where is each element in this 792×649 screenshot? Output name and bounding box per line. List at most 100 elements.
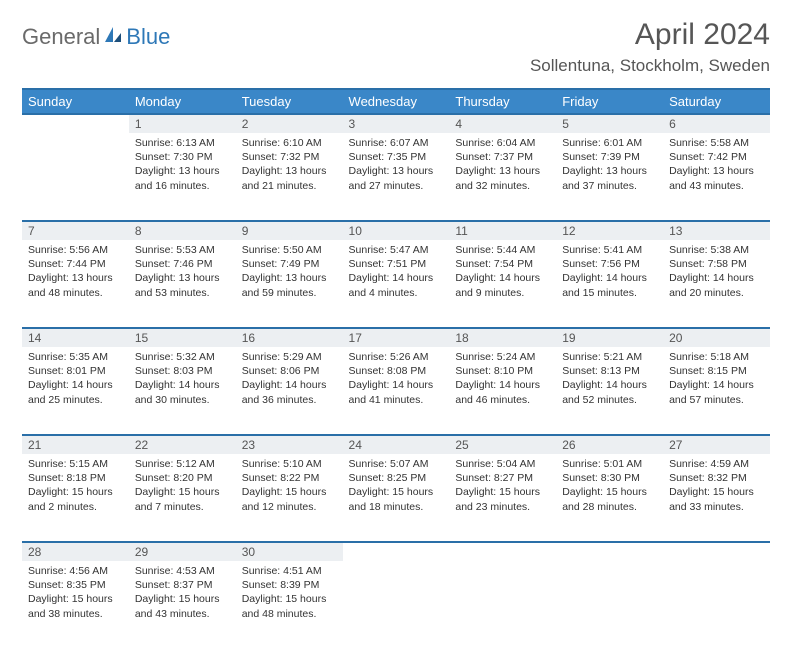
content-row: Sunrise: 5:35 AMSunset: 8:01 PMDaylight:… (22, 347, 770, 435)
day-number-cell (343, 542, 450, 561)
day-cell: Sunrise: 5:12 AMSunset: 8:20 PMDaylight:… (129, 454, 236, 542)
day-cell: Sunrise: 5:10 AMSunset: 8:22 PMDaylight:… (236, 454, 343, 542)
sunset-text: Sunset: 8:27 PM (455, 471, 550, 485)
location-text: Sollentuna, Stockholm, Sweden (530, 56, 770, 76)
sunset-text: Sunset: 7:32 PM (242, 150, 337, 164)
day-cell: Sunrise: 5:56 AMSunset: 7:44 PMDaylight:… (22, 240, 129, 328)
day-cell: Sunrise: 5:29 AMSunset: 8:06 PMDaylight:… (236, 347, 343, 435)
day-number-cell: 16 (236, 328, 343, 347)
sunrise-text: Sunrise: 5:15 AM (28, 457, 123, 471)
day-cell: Sunrise: 4:56 AMSunset: 8:35 PMDaylight:… (22, 561, 129, 649)
day-header-row: Sunday Monday Tuesday Wednesday Thursday… (22, 89, 770, 114)
day2-text: and 25 minutes. (28, 393, 123, 407)
day-number-cell: 23 (236, 435, 343, 454)
day-number-cell: 12 (556, 221, 663, 240)
sunset-text: Sunset: 8:13 PM (562, 364, 657, 378)
sunrise-text: Sunrise: 5:47 AM (349, 243, 444, 257)
sunset-text: Sunset: 7:35 PM (349, 150, 444, 164)
page-header: General Blue April 2024 Sollentuna, Stoc… (22, 18, 770, 76)
day1-text: Daylight: 14 hours (349, 378, 444, 392)
day-header: Wednesday (343, 89, 450, 114)
day-number-cell: 1 (129, 114, 236, 133)
day2-text: and 52 minutes. (562, 393, 657, 407)
sunset-text: Sunset: 8:03 PM (135, 364, 230, 378)
sunset-text: Sunset: 7:56 PM (562, 257, 657, 271)
content-row: Sunrise: 5:15 AMSunset: 8:18 PMDaylight:… (22, 454, 770, 542)
day-cell: Sunrise: 5:32 AMSunset: 8:03 PMDaylight:… (129, 347, 236, 435)
sunrise-text: Sunrise: 5:04 AM (455, 457, 550, 471)
day2-text: and 27 minutes. (349, 179, 444, 193)
day2-text: and 53 minutes. (135, 286, 230, 300)
sunrise-text: Sunrise: 6:04 AM (455, 136, 550, 150)
day-number-cell: 26 (556, 435, 663, 454)
sunset-text: Sunset: 8:30 PM (562, 471, 657, 485)
sunset-text: Sunset: 8:06 PM (242, 364, 337, 378)
day2-text: and 36 minutes. (242, 393, 337, 407)
day2-text: and 48 minutes. (242, 607, 337, 621)
day-number-cell: 25 (449, 435, 556, 454)
day1-text: Daylight: 14 hours (28, 378, 123, 392)
sunrise-text: Sunrise: 4:51 AM (242, 564, 337, 578)
sunrise-text: Sunrise: 5:29 AM (242, 350, 337, 364)
day-number-cell: 15 (129, 328, 236, 347)
daynum-row: 123456 (22, 114, 770, 133)
day-cell: Sunrise: 6:13 AMSunset: 7:30 PMDaylight:… (129, 133, 236, 221)
sunrise-text: Sunrise: 5:56 AM (28, 243, 123, 257)
sunrise-text: Sunrise: 5:35 AM (28, 350, 123, 364)
day1-text: Daylight: 15 hours (562, 485, 657, 499)
day1-text: Daylight: 15 hours (28, 485, 123, 499)
day2-text: and 2 minutes. (28, 500, 123, 514)
sunset-text: Sunset: 8:32 PM (669, 471, 764, 485)
sunset-text: Sunset: 8:01 PM (28, 364, 123, 378)
day2-text: and 43 minutes. (669, 179, 764, 193)
day1-text: Daylight: 13 hours (562, 164, 657, 178)
day-number-cell: 2 (236, 114, 343, 133)
day-number-cell: 27 (663, 435, 770, 454)
day2-text: and 16 minutes. (135, 179, 230, 193)
day2-text: and 4 minutes. (349, 286, 444, 300)
day1-text: Daylight: 15 hours (28, 592, 123, 606)
day1-text: Daylight: 14 hours (242, 378, 337, 392)
day1-text: Daylight: 15 hours (669, 485, 764, 499)
day2-text: and 18 minutes. (349, 500, 444, 514)
sunset-text: Sunset: 8:18 PM (28, 471, 123, 485)
sunrise-text: Sunrise: 5:41 AM (562, 243, 657, 257)
sunrise-text: Sunrise: 5:24 AM (455, 350, 550, 364)
brand-sail-icon (103, 25, 123, 50)
sunset-text: Sunset: 8:37 PM (135, 578, 230, 592)
day-header: Sunday (22, 89, 129, 114)
daynum-row: 78910111213 (22, 221, 770, 240)
day-number-cell: 30 (236, 542, 343, 561)
sunrise-text: Sunrise: 5:12 AM (135, 457, 230, 471)
sunrise-text: Sunrise: 5:38 AM (669, 243, 764, 257)
day-cell: Sunrise: 5:50 AMSunset: 7:49 PMDaylight:… (236, 240, 343, 328)
day-number-cell: 10 (343, 221, 450, 240)
day-cell: Sunrise: 5:26 AMSunset: 8:08 PMDaylight:… (343, 347, 450, 435)
sunset-text: Sunset: 7:44 PM (28, 257, 123, 271)
daynum-row: 282930 (22, 542, 770, 561)
sunset-text: Sunset: 8:25 PM (349, 471, 444, 485)
sunrise-text: Sunrise: 6:13 AM (135, 136, 230, 150)
day-number-cell: 3 (343, 114, 450, 133)
day1-text: Daylight: 13 hours (28, 271, 123, 285)
day2-text: and 23 minutes. (455, 500, 550, 514)
day1-text: Daylight: 15 hours (135, 592, 230, 606)
day-cell: Sunrise: 5:53 AMSunset: 7:46 PMDaylight:… (129, 240, 236, 328)
day2-text: and 41 minutes. (349, 393, 444, 407)
brand-part2: Blue (126, 24, 170, 50)
day2-text: and 12 minutes. (242, 500, 337, 514)
day2-text: and 46 minutes. (455, 393, 550, 407)
day-number-cell: 29 (129, 542, 236, 561)
day1-text: Daylight: 13 hours (135, 164, 230, 178)
day2-text: and 30 minutes. (135, 393, 230, 407)
sunset-text: Sunset: 7:42 PM (669, 150, 764, 164)
day2-text: and 28 minutes. (562, 500, 657, 514)
day-cell (343, 561, 450, 649)
day-cell: Sunrise: 5:24 AMSunset: 8:10 PMDaylight:… (449, 347, 556, 435)
sunset-text: Sunset: 7:37 PM (455, 150, 550, 164)
day-number-cell: 24 (343, 435, 450, 454)
sunset-text: Sunset: 7:46 PM (135, 257, 230, 271)
day-number-cell: 20 (663, 328, 770, 347)
sunset-text: Sunset: 8:20 PM (135, 471, 230, 485)
sunrise-text: Sunrise: 5:07 AM (349, 457, 444, 471)
